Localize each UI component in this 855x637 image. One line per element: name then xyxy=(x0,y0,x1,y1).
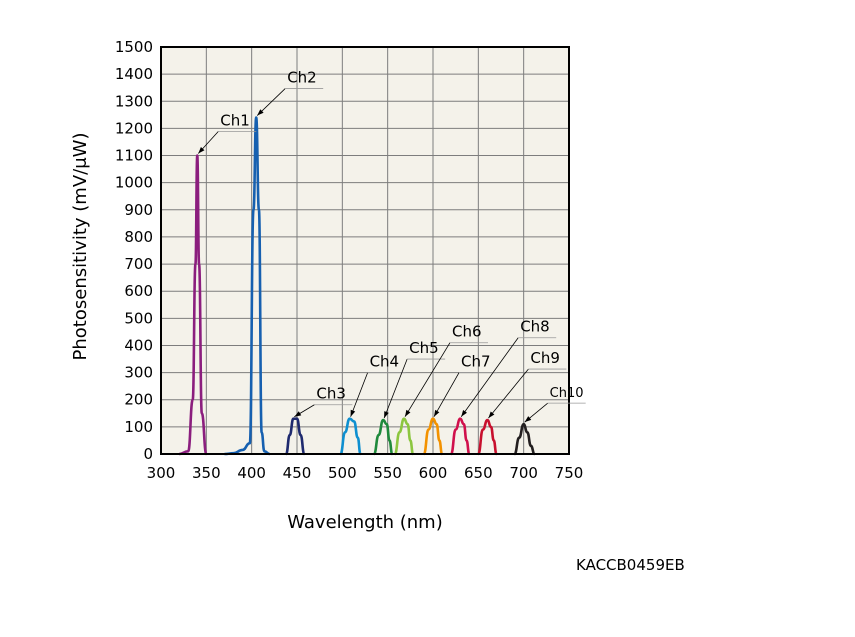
callout-leader xyxy=(488,368,529,419)
x-tick-label: 750 xyxy=(555,464,584,482)
series-line-ch5 xyxy=(372,418,394,456)
callout-label-ch9: Ch9 xyxy=(530,349,560,367)
series-line-ch8 xyxy=(449,417,471,456)
x-tick-label: 600 xyxy=(419,464,448,482)
x-tick-label: 650 xyxy=(464,464,493,482)
callout-label-ch3: Ch3 xyxy=(316,385,346,403)
x-tick-label: 500 xyxy=(328,464,357,482)
callout-arrow xyxy=(404,409,411,417)
y-tick-label: 1400 xyxy=(115,65,153,83)
callout-arrow xyxy=(524,416,532,423)
x-axis-title: Wavelength (nm) xyxy=(287,512,443,533)
y-tick-label: 100 xyxy=(124,418,153,436)
callout-arrow xyxy=(257,109,264,116)
series-line-ch1 xyxy=(179,154,208,456)
callout-leader xyxy=(383,358,408,419)
x-tick-label: 550 xyxy=(373,464,402,482)
series-group xyxy=(179,116,536,456)
y-axis-title: Photosensitivity (mV/μW) xyxy=(70,133,91,361)
series-line-ch7 xyxy=(422,417,444,456)
callout-label-ch5: Ch5 xyxy=(409,339,439,357)
y-tick-label: 1100 xyxy=(115,147,153,165)
y-tick-label: 800 xyxy=(124,228,153,246)
x-tick-label: 400 xyxy=(237,464,266,482)
x-tick-label: 700 xyxy=(509,464,538,482)
callout-arrow xyxy=(384,411,389,419)
callout-label-ch10: Ch10 xyxy=(550,386,584,401)
series-line-ch4 xyxy=(339,417,362,456)
y-tick-label: 1200 xyxy=(115,119,153,137)
callout-leader xyxy=(350,372,368,417)
callout-arrow xyxy=(461,409,467,417)
series-line-ch3 xyxy=(284,417,306,456)
y-tick-label: 700 xyxy=(124,255,153,273)
callout-label-ch6: Ch6 xyxy=(452,323,482,341)
series-line-ch9 xyxy=(477,418,498,456)
series-callouts: Ch1 Ch2 Ch3 Ch4 Ch5 Ch6 Ch7 Ch8 Ch9 Ch10 xyxy=(197,69,586,423)
x-tick-labels: 300 350 400 450 500 550 600 650 700 750 xyxy=(147,464,584,482)
x-tick-label: 450 xyxy=(283,464,312,482)
x-tick-label: 300 xyxy=(147,464,176,482)
grid xyxy=(160,46,570,455)
y-tick-label: 1300 xyxy=(115,92,153,110)
callout-leader xyxy=(433,372,460,417)
y-tick-label: 1500 xyxy=(115,38,153,56)
callout-leader xyxy=(460,337,519,417)
y-tick-label: 400 xyxy=(124,336,153,354)
callout-label-ch8: Ch8 xyxy=(520,318,550,336)
y-tick-label: 500 xyxy=(124,309,153,327)
x-tick-label: 350 xyxy=(192,464,221,482)
y-tick-label: 300 xyxy=(124,364,153,382)
y-tick-label: 200 xyxy=(124,391,153,409)
callout-leader xyxy=(404,342,451,417)
y-tick-label: 0 xyxy=(143,445,153,463)
y-tick-label: 1000 xyxy=(115,174,153,192)
callout-arrow xyxy=(488,411,495,419)
callout-arrow xyxy=(350,409,356,417)
callout-label-ch2: Ch2 xyxy=(287,69,317,87)
callout-label-ch1: Ch1 xyxy=(220,112,250,130)
callout-label-ch7: Ch7 xyxy=(461,353,491,371)
series-line-ch6 xyxy=(393,417,415,456)
callout-label-ch4: Ch4 xyxy=(370,353,400,371)
callout-arrow xyxy=(294,411,302,417)
y-tick-label: 900 xyxy=(124,201,153,219)
y-tick-label: 600 xyxy=(124,282,153,300)
plot-frame xyxy=(160,46,570,455)
plot-background xyxy=(161,47,569,454)
series-line-ch10 xyxy=(513,422,536,456)
figure-code: KACCB0459EB xyxy=(576,556,685,574)
callout-arrow xyxy=(434,409,440,417)
series-line-ch2 xyxy=(224,116,270,456)
y-tick-labels: 0 100 200 300 400 500 600 700 800 900 1000 1100 1200… xyxy=(115,38,153,463)
callout-arrow xyxy=(198,147,205,154)
